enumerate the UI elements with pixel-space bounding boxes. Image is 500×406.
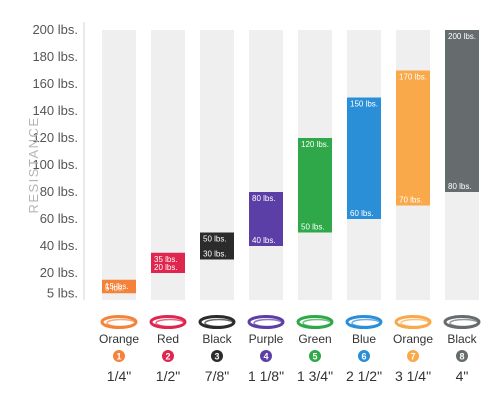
band-number-badge [358, 350, 370, 362]
band-color-name: Orange [99, 332, 139, 346]
range-bar [445, 30, 479, 192]
band-number-label: 8 [459, 352, 464, 362]
bar-max-label: 15 lbs. [105, 282, 129, 291]
range-bar [347, 97, 381, 219]
bar-max-label: 120 lbs. [301, 140, 329, 149]
band-number-label: 1 [116, 352, 121, 362]
y-tick-label: 40 lbs. [40, 238, 78, 253]
band-inner-loop [253, 318, 283, 328]
y-tick-label: 100 lbs. [32, 157, 78, 172]
bar-min-label: 20 lbs. [154, 263, 178, 272]
band-number-label: 7 [410, 352, 415, 362]
y-tick-label: 120 lbs. [32, 130, 78, 145]
y-tick-label: 5 lbs. [47, 285, 78, 300]
column-background [102, 30, 136, 300]
bar-max-label: 50 lbs. [203, 235, 227, 244]
range-bar [249, 192, 283, 246]
band-color-name: Green [298, 332, 331, 346]
y-tick-label: 200 lbs. [32, 22, 78, 37]
range-bar [298, 138, 332, 233]
band-number-label: 4 [263, 352, 268, 362]
black-band-icon [198, 315, 236, 329]
bar-min-label: 50 lbs. [301, 223, 325, 232]
band-inner-loop [204, 318, 234, 328]
band-size-label: 4" [456, 368, 469, 384]
band-color-name: Black [202, 332, 232, 346]
bar-min-label: 30 lbs. [203, 250, 227, 259]
y-tick-label: 60 lbs. [40, 211, 78, 226]
band-number-badge [407, 350, 419, 362]
band-number-badge [260, 350, 272, 362]
orange-band-icon [100, 315, 138, 329]
band-size-label: 1/4" [107, 368, 131, 384]
band-color-name: Purple [249, 332, 284, 346]
bar-max-label: 35 lbs. [154, 255, 178, 264]
band-number-badge [162, 350, 174, 362]
bar-min-label: 40 lbs. [252, 236, 276, 245]
band-color-name: Orange [393, 332, 433, 346]
band-number-label: 3 [214, 352, 219, 362]
band-inner-loop [351, 318, 381, 328]
band-inner-loop [106, 318, 136, 328]
light-orange-band-icon [394, 315, 432, 329]
band-number-label: 6 [361, 352, 366, 362]
range-bar [102, 279, 136, 294]
y-tick-label: 160 lbs. [32, 76, 78, 91]
band-inner-loop [449, 318, 479, 328]
band-size-label: 1 1/8" [248, 368, 284, 384]
range-bar [396, 70, 430, 206]
band-number-badge [113, 350, 125, 362]
band-size-label: 2 1/2" [346, 368, 382, 384]
band-inner-loop [400, 318, 430, 328]
band-color-name: Red [157, 332, 179, 346]
band-size-label: 1 3/4" [297, 368, 333, 384]
bar-min-label: 70 lbs. [399, 196, 423, 205]
bar-max-label: 150 lbs. [350, 100, 378, 109]
y-tick-label: 180 lbs. [32, 49, 78, 64]
band-inner-loop [302, 318, 332, 328]
bar-min-label: 60 lbs. [350, 209, 374, 218]
bar-min-label: 5 lbs. [105, 283, 124, 292]
band-color-name: Blue [352, 332, 376, 346]
bar-min-label: 80 lbs. [448, 182, 472, 191]
y-tick-label: 80 lbs. [40, 184, 78, 199]
band-color-name: Black [447, 332, 477, 346]
band-number-label: 2 [165, 352, 170, 362]
band-number-badge [309, 350, 321, 362]
grey-band-icon [443, 315, 481, 329]
y-axis-title: RESISTANCE [26, 116, 41, 213]
band-size-label: 1/2" [156, 368, 180, 384]
band-number-badge [456, 350, 468, 362]
blue-band-icon [345, 315, 383, 329]
y-tick-label: 140 lbs. [32, 103, 78, 118]
red-band-icon [149, 315, 187, 329]
range-bar [200, 232, 234, 260]
bar-max-label: 80 lbs. [252, 194, 276, 203]
green-band-icon [296, 315, 334, 329]
band-size-label: 3 1/4" [395, 368, 431, 384]
column-background [249, 30, 283, 300]
bar-max-label: 170 lbs. [399, 73, 427, 82]
band-number-badge [211, 350, 223, 362]
range-bar [151, 252, 185, 273]
y-tick-label: 20 lbs. [40, 265, 78, 280]
band-inner-loop [155, 318, 185, 328]
band-number-label: 5 [312, 352, 317, 362]
bar-max-label: 200 lbs. [448, 32, 476, 41]
purple-band-icon [247, 315, 285, 329]
band-size-label: 7/8" [205, 368, 229, 384]
